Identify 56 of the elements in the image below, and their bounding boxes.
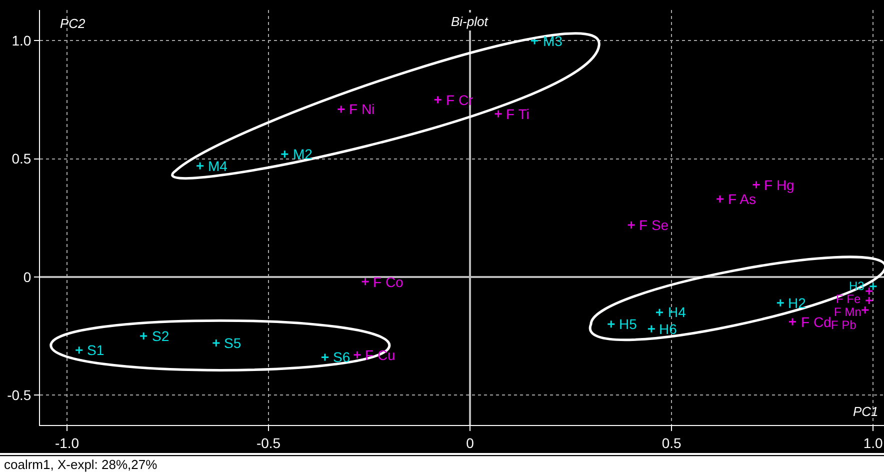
point bbox=[139, 332, 148, 340]
annotation: M2 bbox=[293, 146, 313, 162]
annotation: H4 bbox=[668, 304, 686, 320]
annotation: F Se bbox=[639, 217, 669, 233]
point bbox=[860, 306, 870, 314]
annotation: F Ti bbox=[506, 106, 530, 122]
point bbox=[716, 194, 724, 204]
annotation: F As bbox=[728, 191, 756, 207]
annotation: F Pb bbox=[831, 318, 857, 332]
point bbox=[868, 282, 878, 291]
annotation: S5 bbox=[224, 335, 242, 351]
point bbox=[280, 150, 289, 158]
point bbox=[606, 320, 616, 328]
point bbox=[336, 104, 346, 114]
annotation: S6 bbox=[333, 349, 350, 365]
point bbox=[494, 110, 503, 118]
chart-title: Bi-plot bbox=[451, 14, 490, 29]
annotation: H6 bbox=[659, 321, 678, 337]
x-tick-label: 0.5 bbox=[662, 434, 682, 451]
y-tick-label: 0.5 bbox=[12, 150, 32, 167]
y-tick-label: -0.5 bbox=[7, 386, 32, 403]
point bbox=[655, 308, 664, 317]
point bbox=[776, 298, 785, 308]
point bbox=[864, 296, 874, 305]
point bbox=[864, 286, 874, 296]
point bbox=[434, 96, 442, 104]
y-axis-title: PC2 bbox=[60, 16, 86, 31]
annotation: M3 bbox=[543, 33, 563, 49]
point bbox=[212, 338, 220, 348]
point bbox=[196, 162, 204, 170]
annotation: S2 bbox=[152, 328, 170, 344]
annotation: F Mn bbox=[834, 305, 862, 319]
x-tick-label: -1.0 bbox=[54, 434, 80, 451]
annotation: F Cd bbox=[801, 314, 832, 330]
x-axis-title: PC1 bbox=[853, 404, 878, 419]
annotation: H5 bbox=[619, 316, 638, 332]
point bbox=[74, 346, 84, 354]
annotation: M4 bbox=[208, 158, 228, 174]
annotation: F Co bbox=[373, 274, 404, 290]
point bbox=[320, 352, 330, 362]
x-tick-label: -0.5 bbox=[256, 434, 281, 451]
y-tick-label: 0 bbox=[23, 268, 32, 285]
x-tick-label: 1.0 bbox=[863, 434, 884, 451]
annotation: H2 bbox=[788, 295, 806, 311]
y-tick-label: 1.0 bbox=[12, 32, 32, 49]
point bbox=[752, 180, 760, 190]
annotation: F Hg bbox=[764, 177, 794, 193]
text: coalrm1, X-expl: 28%,27% bbox=[4, 457, 158, 472]
point bbox=[352, 350, 362, 360]
x-tick-label: 0 bbox=[466, 434, 474, 451]
point bbox=[788, 318, 797, 326]
annotation: S1 bbox=[87, 342, 104, 358]
point bbox=[647, 324, 656, 334]
annotation: F Ni bbox=[349, 101, 375, 117]
point bbox=[361, 277, 370, 286]
point bbox=[627, 220, 636, 230]
